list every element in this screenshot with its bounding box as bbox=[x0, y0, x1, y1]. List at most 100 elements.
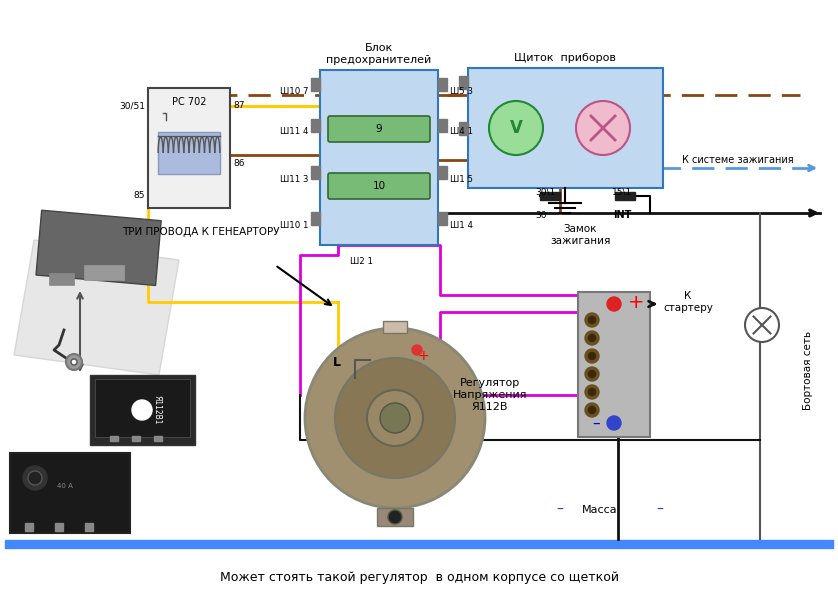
Bar bbox=[10, 453, 130, 533]
Circle shape bbox=[71, 359, 77, 365]
Bar bbox=[540, 192, 560, 200]
Text: 9: 9 bbox=[375, 124, 382, 134]
Text: 40 A: 40 A bbox=[57, 483, 73, 489]
Text: 87: 87 bbox=[233, 101, 245, 110]
Circle shape bbox=[23, 466, 47, 490]
Text: Я112В1: Я112В1 bbox=[153, 395, 162, 424]
Text: V: V bbox=[510, 119, 522, 137]
Bar bbox=[459, 76, 468, 89]
Circle shape bbox=[588, 407, 596, 414]
Bar bbox=[459, 122, 468, 135]
Bar bbox=[55, 523, 63, 531]
Text: –: – bbox=[592, 416, 600, 430]
Text: Регулятор
Напряжения
Я112В: Регулятор Напряжения Я112В bbox=[453, 378, 527, 411]
Bar bbox=[311, 212, 320, 225]
Bar bbox=[5, 540, 833, 548]
Text: INT: INT bbox=[613, 210, 631, 220]
Bar bbox=[383, 321, 407, 333]
Circle shape bbox=[585, 367, 599, 381]
Text: 30/51: 30/51 bbox=[119, 101, 145, 110]
Circle shape bbox=[412, 345, 422, 355]
Bar bbox=[36, 210, 161, 285]
Bar bbox=[438, 166, 447, 179]
Text: 85: 85 bbox=[133, 192, 145, 201]
Text: Бортовая сеть: Бортовая сеть bbox=[803, 330, 813, 410]
Circle shape bbox=[585, 313, 599, 327]
Bar bbox=[377, 508, 413, 526]
Text: –: – bbox=[656, 503, 664, 517]
Text: ТРИ ПРОВОДА К ГЕНЕАРТОРУ: ТРИ ПРОВОДА К ГЕНЕАРТОРУ bbox=[122, 227, 280, 237]
Circle shape bbox=[588, 316, 596, 324]
Bar bbox=[615, 192, 635, 200]
Circle shape bbox=[585, 403, 599, 417]
Bar bbox=[95, 379, 190, 437]
Bar bbox=[148, 88, 230, 208]
Bar bbox=[84, 265, 124, 280]
Circle shape bbox=[588, 352, 596, 359]
Text: +: + bbox=[628, 293, 644, 312]
Bar bbox=[90, 375, 195, 445]
Text: Ш4 1: Ш4 1 bbox=[450, 128, 473, 137]
FancyBboxPatch shape bbox=[328, 173, 430, 199]
Text: Замок
зажигания: Замок зажигания bbox=[550, 224, 610, 246]
Bar bbox=[132, 436, 140, 441]
Bar bbox=[25, 523, 33, 531]
Circle shape bbox=[388, 510, 402, 524]
Circle shape bbox=[576, 101, 630, 155]
Circle shape bbox=[607, 297, 621, 311]
Text: Ш1 4: Ш1 4 bbox=[450, 220, 473, 229]
Text: 86: 86 bbox=[233, 158, 245, 168]
Circle shape bbox=[585, 349, 599, 363]
Bar bbox=[158, 132, 220, 174]
Text: Ш10 1: Ш10 1 bbox=[280, 220, 308, 229]
Circle shape bbox=[367, 390, 423, 446]
Text: Ш11 3: Ш11 3 bbox=[280, 174, 308, 183]
Text: Ш2 1: Ш2 1 bbox=[350, 257, 373, 266]
Text: Блок
предохранителей: Блок предохранителей bbox=[326, 44, 432, 65]
Bar bbox=[311, 119, 320, 132]
Text: Может стоять такой регулятор  в одном корпусе со щеткой: Может стоять такой регулятор в одном кор… bbox=[220, 571, 618, 584]
FancyBboxPatch shape bbox=[328, 116, 430, 142]
Text: К
стартеру: К стартеру bbox=[663, 291, 713, 313]
Circle shape bbox=[489, 101, 543, 155]
Circle shape bbox=[745, 308, 779, 342]
Polygon shape bbox=[14, 240, 179, 375]
Bar bbox=[85, 523, 93, 531]
Circle shape bbox=[588, 389, 596, 395]
Bar bbox=[438, 119, 447, 132]
Bar bbox=[438, 212, 447, 225]
Text: 30: 30 bbox=[535, 211, 546, 220]
Text: Ш11 4: Ш11 4 bbox=[280, 128, 308, 137]
Text: Масса: Масса bbox=[582, 505, 618, 515]
Circle shape bbox=[66, 354, 82, 370]
Circle shape bbox=[132, 400, 152, 420]
Bar bbox=[311, 78, 320, 91]
Text: L: L bbox=[333, 355, 341, 368]
Circle shape bbox=[607, 416, 621, 430]
Circle shape bbox=[588, 371, 596, 377]
Text: 10: 10 bbox=[372, 181, 385, 191]
Text: Ш1 5: Ш1 5 bbox=[450, 174, 473, 183]
Circle shape bbox=[585, 385, 599, 399]
Text: 15\1: 15\1 bbox=[612, 187, 632, 196]
Text: 30\1: 30\1 bbox=[535, 187, 556, 196]
Text: Ш5 3: Ш5 3 bbox=[450, 87, 473, 96]
Bar bbox=[49, 273, 74, 285]
Text: РС 702: РС 702 bbox=[172, 97, 206, 107]
Circle shape bbox=[28, 471, 42, 485]
Text: Ш10 7: Ш10 7 bbox=[280, 87, 308, 96]
Circle shape bbox=[585, 331, 599, 345]
Bar bbox=[320, 70, 438, 245]
Circle shape bbox=[380, 403, 410, 433]
Bar bbox=[154, 436, 162, 441]
Bar bbox=[110, 436, 118, 441]
Text: –: – bbox=[556, 503, 563, 517]
Bar bbox=[468, 68, 663, 188]
Circle shape bbox=[305, 328, 485, 508]
Circle shape bbox=[588, 334, 596, 341]
Bar bbox=[311, 166, 320, 179]
Bar bbox=[438, 78, 447, 91]
Text: К системе зажигания: К системе зажигания bbox=[682, 155, 794, 165]
Text: +: + bbox=[417, 349, 429, 363]
Bar bbox=[578, 292, 650, 437]
